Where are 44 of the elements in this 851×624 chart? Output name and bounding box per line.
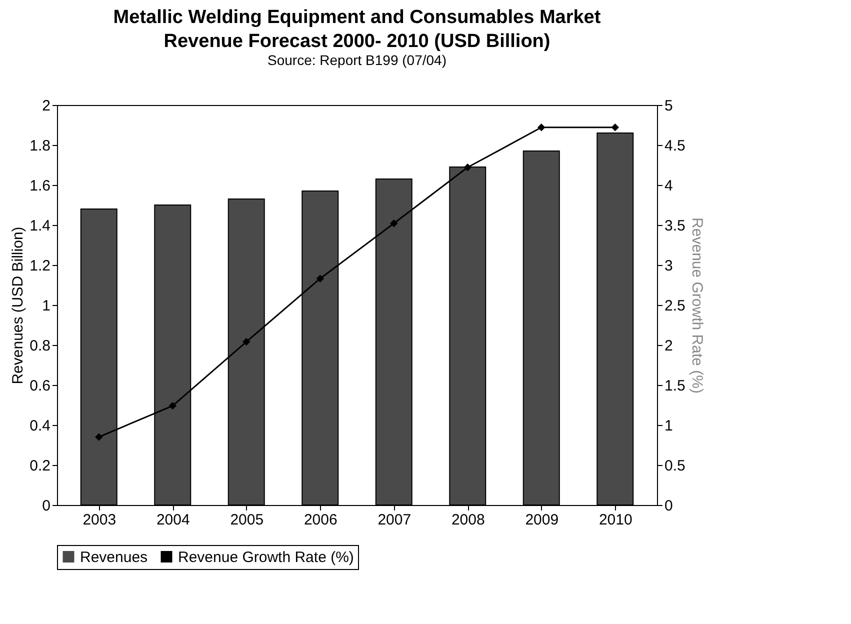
y2-tick-label: 0	[664, 498, 673, 514]
x-tick-label: 2003	[82, 512, 116, 528]
y-tick-label: 0.6	[30, 378, 50, 394]
chart-title: Metallic Welding Equipment and Consumables Market Revenue Forecast 2000- 2010 (USD Billion)	[113, 7, 602, 52]
y-tick-label: 0.2	[30, 458, 50, 474]
x-tick-label: 2009	[525, 512, 559, 528]
x-tick-label: 2004	[156, 512, 190, 528]
point	[95, 433, 103, 441]
y2-axis-title: Revenue Growth Rate (%)	[688, 218, 706, 394]
y2-tick-label: 3.5	[664, 218, 686, 234]
y2-tick-label: 2.5	[664, 298, 686, 314]
y2-tick-label: 5	[664, 98, 673, 114]
y-tick-label: 1.2	[30, 258, 50, 274]
y-tick-label: 1.4	[30, 218, 50, 234]
point	[316, 274, 324, 282]
legend-label: Revenues	[80, 548, 148, 566]
point	[464, 164, 472, 172]
y2-tick-label: 4.5	[664, 138, 686, 154]
point	[538, 124, 546, 132]
y2-tick-label: 1.5	[664, 378, 686, 394]
x-tick-label: 2007	[378, 512, 412, 528]
y-tick-label: 2	[42, 98, 50, 114]
y2-tick-label: 3	[664, 258, 673, 274]
x-tick-label: 2005	[230, 512, 264, 528]
x-tick-label: 2006	[304, 512, 338, 528]
point	[390, 220, 398, 228]
y2-tick-label: 2	[664, 338, 673, 354]
point	[242, 338, 250, 346]
x-tick-label: 2008	[451, 512, 485, 528]
y-tick-label: 1.8	[30, 138, 50, 154]
y-tick-label: 0.8	[30, 338, 50, 354]
y-tick-label: 1.6	[30, 178, 50, 194]
y-tick-label: 1	[42, 298, 50, 314]
legend-label: Revenue Growth Rate (%)	[178, 548, 354, 566]
y-tick-label: 0	[42, 498, 50, 514]
y2-tick-label: 1	[664, 418, 673, 434]
x-tick-label: 2010	[598, 512, 632, 528]
point	[168, 402, 176, 410]
point	[611, 124, 619, 132]
y-axis-title: Revenues (USD Billion)	[10, 226, 27, 384]
y2-tick-label: 0.5	[664, 458, 686, 474]
chart-subtitle: Source: Report B199 (07/04)	[268, 52, 446, 68]
y2-tick-label: 4	[664, 178, 673, 194]
y-tick-label: 0.4	[30, 418, 50, 434]
